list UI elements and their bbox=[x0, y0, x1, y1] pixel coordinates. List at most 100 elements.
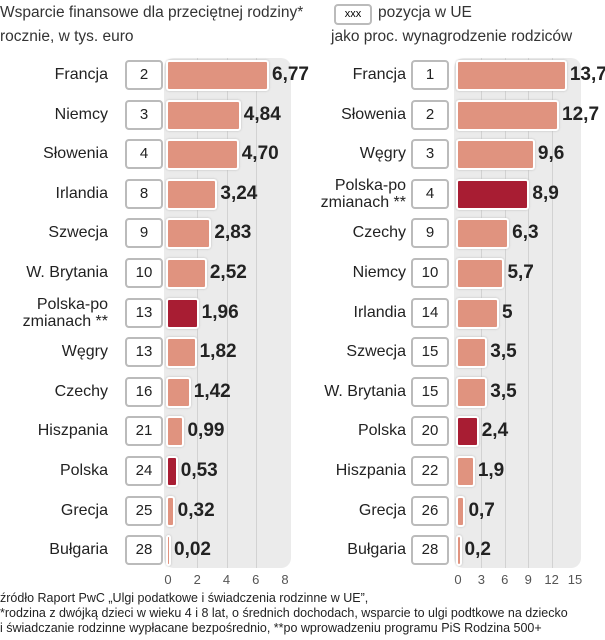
legend-text: pozycja w UE bbox=[378, 4, 472, 21]
left-value-label: 1,96 bbox=[201, 301, 239, 323]
right-rank-box: 14 bbox=[411, 297, 449, 328]
left-value-label: 4,84 bbox=[243, 103, 281, 125]
left-rank-box: 24 bbox=[125, 456, 163, 486]
right-bar bbox=[456, 456, 475, 487]
right-value-label: 8,9 bbox=[532, 182, 559, 204]
right-rank-box: 20 bbox=[411, 416, 449, 447]
right-bar bbox=[456, 60, 567, 91]
right-value-label: 12,7 bbox=[562, 103, 600, 125]
left-category-label: Polska bbox=[59, 462, 108, 479]
left-value-label: 2,52 bbox=[209, 262, 247, 283]
left-value-label: 2,83 bbox=[214, 222, 252, 244]
right-rank-box: 26 bbox=[411, 495, 449, 526]
right-category-label: Niemcy bbox=[352, 264, 406, 281]
right-value-label: 5,7 bbox=[507, 262, 534, 283]
right-value-label: 1,9 bbox=[477, 460, 505, 481]
right-bar bbox=[456, 495, 466, 527]
left-tick-label: 4 bbox=[222, 572, 231, 587]
left-rank-box: 2 bbox=[125, 60, 163, 90]
right-value-label: 0,7 bbox=[468, 499, 495, 521]
right-tick-label: 15 bbox=[567, 572, 583, 587]
left-category-label: Polska-po zmianach ** bbox=[22, 295, 108, 330]
left-bar bbox=[166, 416, 185, 448]
right-bar bbox=[456, 99, 560, 131]
right-bar bbox=[456, 218, 510, 250]
right-tick-label: 6 bbox=[501, 572, 509, 587]
left-category-label: W. Brytania bbox=[26, 264, 108, 281]
right-category-label: Polska bbox=[357, 422, 406, 440]
right-tick-label: 12 bbox=[544, 572, 559, 587]
right-tick-label: 9 bbox=[524, 572, 532, 587]
left-bar bbox=[166, 258, 207, 289]
left-gridline bbox=[226, 58, 228, 568]
right-gridline bbox=[528, 58, 530, 568]
footer-source: źródło Raport PwC „Ulgi podatkowe i świa… bbox=[0, 591, 369, 605]
right-bar bbox=[456, 258, 505, 289]
right-category-label: Polska-po zmianach ** bbox=[320, 176, 406, 211]
right-rank-box: 15 bbox=[411, 337, 449, 368]
left-rank-box: 3 bbox=[125, 99, 163, 130]
left-bar bbox=[166, 178, 218, 210]
right-value-label: 3,5 bbox=[490, 380, 517, 402]
right-bar bbox=[456, 139, 535, 171]
left-value-label: 0,32 bbox=[177, 499, 215, 521]
left-bar bbox=[166, 535, 171, 567]
right-category-label: Grecja bbox=[358, 501, 406, 519]
left-tick-label: 0 bbox=[164, 572, 172, 587]
right-bar bbox=[456, 178, 530, 210]
legend-rank-box: xxx bbox=[334, 4, 372, 25]
right-rank-box: 9 bbox=[411, 218, 449, 249]
left-bar bbox=[166, 456, 178, 487]
right-tick-label: 3 bbox=[477, 572, 486, 587]
right-category-label: Węgry bbox=[359, 145, 406, 163]
right-value-label: 3,5 bbox=[490, 341, 517, 363]
right-value-label: 13,7 bbox=[569, 64, 605, 85]
left-bar bbox=[166, 139, 239, 171]
left-category-label: Hiszpania bbox=[37, 422, 108, 440]
right-bar bbox=[456, 416, 479, 448]
left-rank-box: 9 bbox=[125, 218, 163, 249]
left-category-label: Francja bbox=[54, 66, 108, 83]
left-rank-box: 13 bbox=[125, 337, 163, 368]
left-rank-box: 10 bbox=[125, 258, 163, 288]
left-rank-box: 25 bbox=[125, 495, 163, 526]
right-rank-box: 3 bbox=[411, 139, 449, 170]
left-bar bbox=[166, 99, 241, 131]
left-value-label: 0,02 bbox=[174, 539, 211, 561]
right-category-label: Francja bbox=[352, 66, 406, 83]
footer-note-1: *rodzina z dwójką dzieci w wieku 4 i 8 l… bbox=[0, 606, 568, 620]
right-value-label: 9,6 bbox=[537, 143, 565, 165]
right-category-label: Bułgaria bbox=[347, 541, 406, 559]
left-bar bbox=[166, 297, 199, 329]
right-gridline bbox=[504, 58, 506, 568]
left-value-label: 4,70 bbox=[241, 143, 279, 165]
left-value-label: 3,24 bbox=[220, 182, 258, 204]
right-rank-box: 22 bbox=[411, 456, 449, 486]
right-category-label: Czechy bbox=[352, 224, 406, 242]
left-title: Wsparcie finansowe dla przeciętnej rodzi… bbox=[0, 4, 304, 21]
left-value-label: 6,77 bbox=[272, 64, 309, 85]
right-value-label: 5 bbox=[502, 301, 513, 323]
left-value-label: 1,82 bbox=[199, 341, 237, 363]
left-category-label: Bułgaria bbox=[49, 541, 108, 559]
right-rank-box: 28 bbox=[411, 535, 449, 566]
left-category-label: Grecja bbox=[60, 501, 108, 519]
left-value-label: 1,42 bbox=[193, 380, 231, 402]
left-rank-box: 13 bbox=[125, 297, 163, 328]
left-rank-box: 28 bbox=[125, 535, 163, 566]
right-rank-box: 15 bbox=[411, 376, 449, 407]
left-bar bbox=[166, 337, 197, 369]
left-tick-label: 6 bbox=[252, 572, 260, 587]
left-rank-box: 21 bbox=[125, 416, 163, 447]
left-subtitle: rocznie, w tys. euro bbox=[0, 28, 134, 45]
left-bar bbox=[166, 376, 191, 408]
right-rank-box: 10 bbox=[411, 258, 449, 288]
right-rank-box: 1 bbox=[411, 60, 449, 90]
right-subtitle: jako proc. wynagrodzenie rodziców bbox=[331, 28, 573, 45]
right-bar bbox=[456, 337, 488, 369]
left-rank-box: 16 bbox=[125, 376, 163, 407]
footer-note-2: i świadczanie rodzinne wypłacane bezpośr… bbox=[0, 621, 542, 635]
right-value-label: 0,2 bbox=[464, 539, 491, 561]
right-rank-box: 4 bbox=[411, 178, 449, 209]
left-tick-label: 8 bbox=[281, 572, 289, 587]
